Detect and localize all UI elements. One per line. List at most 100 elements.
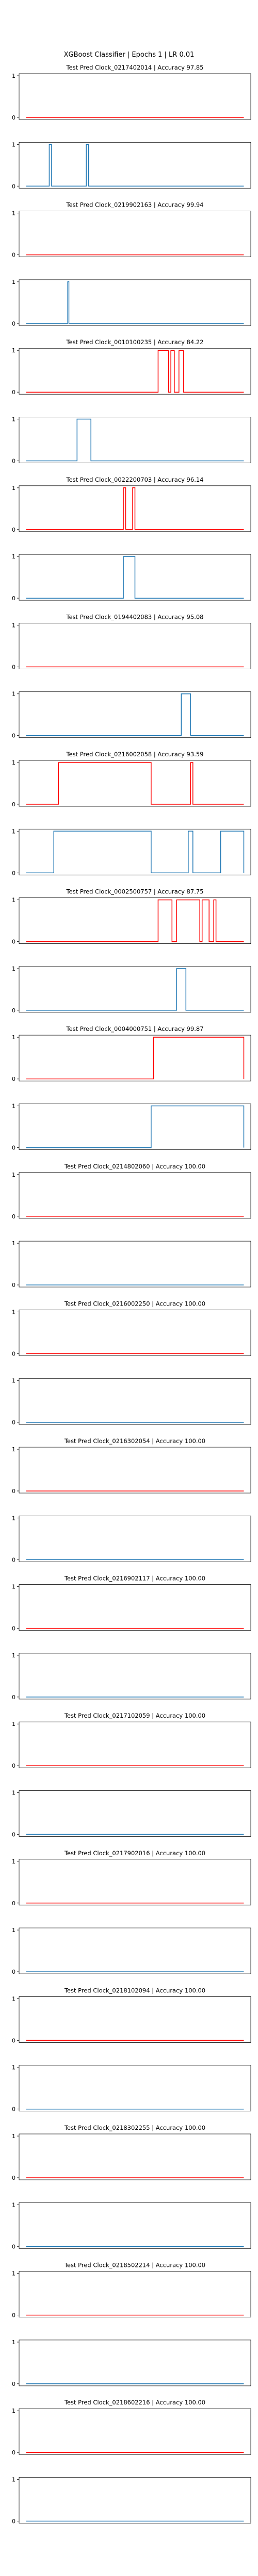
subplot-title: Test Pred Clock_0004000751 | Accuracy 99… — [66, 1025, 204, 1032]
subplot-30: 01 — [12, 2064, 251, 2113]
ytick-label: 1 — [12, 2477, 15, 2483]
subplot-32: 01 — [12, 2201, 251, 2250]
ytick-label: 1 — [12, 2201, 15, 2208]
subplot-17: Test Pred Clock_0214802060 | Accuracy 10… — [12, 1163, 251, 1220]
ytick-label: 1 — [12, 828, 15, 835]
subplot-3: Test Pred Clock_0219902163 | Accuracy 99… — [12, 201, 251, 259]
subplot-title: Test Pred Clock_0194402083 | Accuracy 95… — [66, 613, 204, 620]
ytick-label: 1 — [12, 1240, 15, 1247]
subplot-28: 01 — [12, 1927, 251, 1975]
subplot-24: 01 — [12, 1652, 251, 1701]
subplot-9: Test Pred Clock_0194402083 | Accuracy 95… — [12, 613, 251, 670]
subplot-title: Test Pred Clock_0217102059 | Accuracy 10… — [64, 1712, 205, 1719]
ytick-label: 0 — [12, 1831, 15, 1838]
axes-frame — [19, 1584, 251, 1631]
axes-frame — [19, 2133, 251, 2180]
ytick-label: 0 — [12, 801, 15, 808]
axes-frame — [19, 1241, 251, 1287]
ytick-label: 0 — [12, 1076, 15, 1082]
ytick-label: 0 — [12, 2037, 15, 2044]
ytick-label: 1 — [12, 1515, 15, 1521]
ytick-label: 0 — [12, 1144, 15, 1151]
axes-frame — [19, 1721, 251, 1768]
subplot-15: Test Pred Clock_0004000751 | Accuracy 99… — [12, 1025, 251, 1082]
ytick-label: 0 — [12, 664, 15, 670]
ytick-label: 1 — [12, 1995, 15, 2002]
true-series-line — [26, 144, 244, 187]
ytick-label: 0 — [12, 1213, 15, 1220]
subplot-22: 01 — [12, 1515, 251, 1563]
ytick-label: 1 — [12, 485, 15, 492]
axes-frame — [19, 1790, 251, 1837]
axes-frame — [19, 2340, 251, 2386]
true-series-line — [26, 281, 244, 324]
subplot-31: Test Pred Clock_0218302255 | Accuracy 10… — [12, 2124, 251, 2181]
pred-series-line — [26, 350, 244, 393]
pred-series-line — [26, 762, 244, 805]
pred-series-line — [26, 487, 244, 530]
ytick-label: 0 — [12, 527, 15, 533]
ytick-label: 0 — [12, 733, 15, 739]
subplot-title: Test Pred Clock_0217402014 | Accuracy 97… — [66, 64, 204, 71]
axes-frame — [19, 2202, 251, 2249]
axes-frame — [19, 142, 251, 189]
ytick-label: 1 — [12, 1721, 15, 1727]
axes-frame — [19, 1309, 251, 1356]
ytick-label: 0 — [12, 2449, 15, 2456]
axes-frame — [19, 1927, 251, 1974]
subplot-4: 01 — [12, 279, 251, 327]
ytick-label: 1 — [12, 1446, 15, 1453]
true-series-line — [26, 831, 245, 874]
subplot-21: Test Pred Clock_0216302054 | Accuracy 10… — [12, 1437, 251, 1495]
ytick-label: 0 — [12, 2175, 15, 2181]
ytick-label: 1 — [12, 1584, 15, 1590]
ytick-label: 0 — [12, 183, 15, 190]
axes-frame — [19, 828, 251, 875]
true-series-line — [26, 556, 244, 599]
ytick-label: 0 — [12, 2312, 15, 2319]
subplot-title: Test Pred Clock_0219902163 | Accuracy 99… — [66, 201, 204, 209]
ytick-label: 0 — [12, 1282, 15, 1289]
axes-frame — [19, 1104, 251, 1150]
subplot-1: Test Pred Clock_0217402014 | Accuracy 97… — [12, 64, 251, 121]
subplot-11: Test Pred Clock_0216002058 | Accuracy 93… — [12, 751, 251, 808]
axes-frame — [19, 279, 251, 326]
ytick-label: 1 — [12, 2408, 15, 2414]
axes-frame — [19, 417, 251, 463]
axes-frame — [19, 73, 251, 120]
true-series-line — [26, 968, 244, 1011]
axes-frame — [19, 211, 251, 258]
subplot-10: 01 — [12, 691, 251, 739]
ytick-label: 1 — [12, 1858, 15, 1865]
ytick-label: 1 — [12, 347, 15, 354]
axes-frame — [19, 623, 251, 669]
subplot-title: Test Pred Clock_0218602216 | Accuracy 10… — [64, 2399, 205, 2406]
subplot-title: Test Pred Clock_0218502214 | Accuracy 10… — [64, 2262, 205, 2269]
axes-frame — [19, 1515, 251, 1562]
ytick-label: 1 — [12, 691, 15, 698]
true-series-line — [26, 693, 244, 736]
ytick-label: 0 — [12, 2243, 15, 2250]
ytick-label: 1 — [12, 1172, 15, 1178]
panels: Test Pred Clock_0217402014 | Accuracy 97… — [12, 64, 251, 2524]
subplot-14: 01 — [12, 965, 251, 1014]
ytick-label: 0 — [12, 1694, 15, 1701]
subplot-title: Test Pred Clock_0216902117 | Accuracy 10… — [64, 1575, 205, 1582]
axes-frame — [19, 1859, 251, 1906]
ytick-label: 0 — [12, 595, 15, 602]
ytick-label: 1 — [12, 1309, 15, 1315]
ytick-label: 0 — [12, 320, 15, 327]
figure-suptitle: XGBoost Classifier | Epochs 1 | LR 0.01 — [64, 51, 195, 59]
subplot-2: 01 — [12, 141, 251, 190]
subplot-23: Test Pred Clock_0216902117 | Accuracy 10… — [12, 1575, 251, 1632]
axes-frame — [19, 691, 251, 738]
subplot-20: 01 — [12, 1378, 251, 1426]
true-series-line — [26, 1105, 245, 1148]
ytick-label: 0 — [12, 1488, 15, 1495]
ytick-label: 1 — [12, 1652, 15, 1659]
ytick-label: 0 — [12, 2381, 15, 2387]
ytick-label: 1 — [12, 553, 15, 560]
axes-frame — [19, 760, 251, 807]
subplot-36: 01 — [12, 2477, 251, 2524]
